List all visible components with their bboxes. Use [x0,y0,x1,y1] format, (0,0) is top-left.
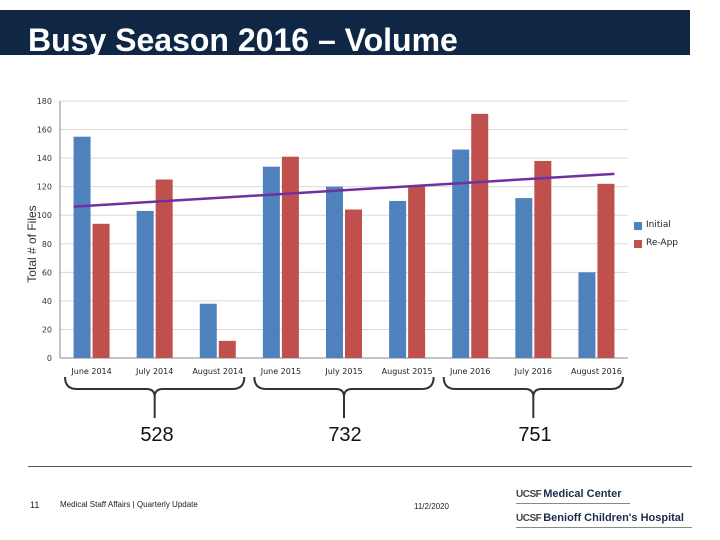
y-tick-label-20: 20 [42,325,52,334]
y-tick-label-180: 180 [37,97,52,106]
footer-divider [28,466,692,467]
logo-ucsf-mark: UCSF [516,489,542,500]
logo-medical-center-text: Medical Center [543,488,622,500]
bar-initial-5 [389,200,407,358]
x-tick-label-8: August 2016 [571,367,622,376]
group-brace-0 [64,376,246,418]
logo-divider-2 [516,527,692,528]
legend-swatch-initial [634,222,642,230]
slide-title: Busy Season 2016 – Volume [28,22,458,58]
y-tick-label-40: 40 [42,297,52,306]
x-tick-label-4: July 2015 [324,367,362,376]
bar-initial-3 [262,166,280,358]
bar-initial-8 [578,272,596,358]
logo-childrens-hospital: UCSF Benioff Children's Hospital [516,512,684,524]
legend-label-initial: Initial [646,220,671,230]
x-tick-label-3: June 2015 [260,367,301,376]
group-total-2016: 751 [518,424,552,446]
bar-initial-6 [452,149,470,358]
bar-reapp-1 [155,179,173,358]
y-tick-label-160: 160 [37,126,52,135]
x-tick-label-2: August 2014 [192,367,243,376]
page-number: 11 [30,500,40,510]
bar-initial-0 [73,136,91,358]
footer-text: Medical Staff Affairs | Quarterly Update [60,500,198,509]
group-total-2014: 528 [140,424,174,446]
group-total-2015: 732 [328,424,362,446]
x-tick-label-0: June 2014 [70,367,111,376]
legend-label-reapp: Re-App [646,238,679,248]
x-tick-label-6: June 2016 [449,367,490,376]
y-tick-label-140: 140 [37,154,52,163]
title-bar: Busy Season 2016 – Volume [0,10,690,58]
y-tick-label-120: 120 [37,183,52,192]
y-tick-label-80: 80 [42,240,52,249]
footer-date: 11/2/2020 [414,502,449,511]
y-tick-label-60: 60 [42,268,52,277]
logo-medical-center: UCSF Medical Center [516,488,621,500]
bar-reapp-8 [597,183,615,358]
y-tick-label-100: 100 [37,211,52,220]
bar-initial-1 [136,210,154,358]
x-tick-label-5: August 2015 [382,367,433,376]
x-tick-label-1: July 2014 [135,367,173,376]
bar-initial-7 [515,198,533,358]
bar-reapp-3 [281,156,299,358]
group-brace-2 [442,376,624,418]
x-tick-label-7: July 2016 [514,367,552,376]
bar-reapp-7 [534,160,552,358]
bar-initial-2 [199,303,217,358]
bar-reapp-0 [92,223,110,358]
bar-reapp-2 [218,340,236,358]
y-tick-label-0: 0 [47,354,52,363]
bar-initial-4 [326,186,343,358]
bar-reapp-4 [345,209,362,358]
logo-ucsf-mark-2: UCSF [516,513,542,524]
group-brace-1 [253,376,435,418]
trendline [73,172,615,208]
bar-reapp-5 [408,185,426,358]
bar-reapp-6 [471,113,489,358]
logo-childrens-hospital-text: Benioff Children's Hospital [543,512,684,524]
logo-divider [516,503,630,504]
legend-swatch-reapp [634,240,642,248]
